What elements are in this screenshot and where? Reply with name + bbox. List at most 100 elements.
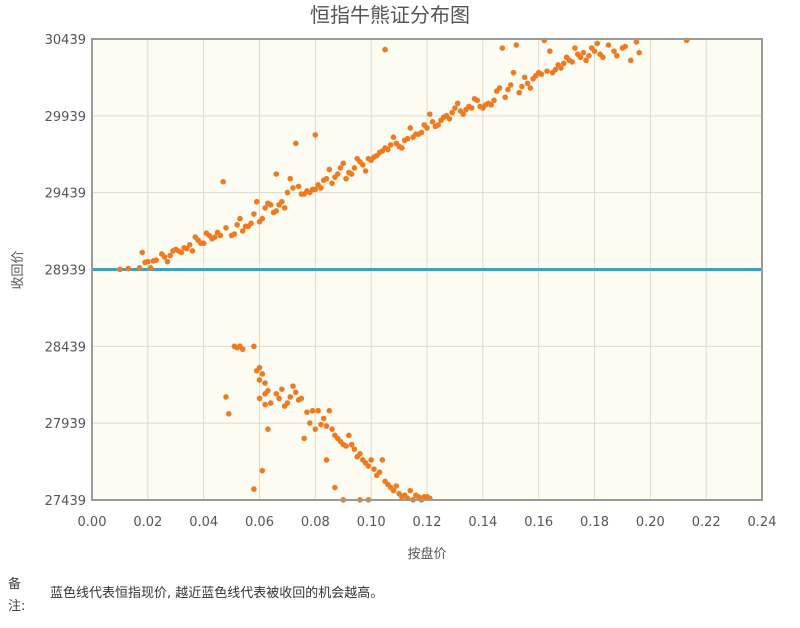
plot-border <box>91 38 763 501</box>
data-point <box>284 400 291 406</box>
data-point <box>279 198 285 205</box>
data-point <box>521 74 528 81</box>
data-point <box>337 165 344 171</box>
data-point <box>239 346 246 353</box>
data-point <box>315 407 321 414</box>
data-point <box>189 248 196 254</box>
data-point <box>281 205 288 211</box>
data-point <box>600 54 606 61</box>
data-point <box>248 220 254 227</box>
scatter-chart: 0.00 0.02 0.04 0.06 0.08 0.10 0.12 0.14 0.16 0.18… <box>11 3 776 562</box>
note-text: 蓝色线代表恒指现价, 越近蓝色线代表被收回的机会越高。 <box>50 586 384 601</box>
data-point <box>633 39 640 45</box>
data-point <box>513 42 520 48</box>
data-point <box>298 395 305 402</box>
data-point <box>273 391 280 397</box>
data-point <box>491 97 497 104</box>
data-point <box>343 443 349 449</box>
data-point <box>379 457 386 463</box>
data-point <box>167 252 173 259</box>
data-point <box>273 208 280 214</box>
data-point <box>161 254 168 260</box>
data-point <box>385 146 391 153</box>
data-point <box>368 457 374 463</box>
data-point <box>178 249 185 256</box>
data-point <box>259 467 266 474</box>
data-point <box>259 215 266 222</box>
data-point <box>164 258 171 265</box>
data-point <box>519 83 525 90</box>
y-tick-label: 28439 <box>45 340 86 355</box>
data-point <box>387 142 394 148</box>
data-point <box>577 54 584 61</box>
data-point <box>225 410 232 417</box>
x-tick-label: 0.00 <box>78 515 107 530</box>
data-point <box>407 487 414 494</box>
data-point <box>507 82 514 88</box>
data-point <box>231 231 238 237</box>
data-point <box>312 132 319 138</box>
data-point <box>262 380 268 386</box>
data-point <box>351 446 358 452</box>
data-point <box>348 441 355 448</box>
data-point <box>329 426 335 432</box>
data-point <box>622 43 629 50</box>
x-tick-label: 0.02 <box>133 515 162 530</box>
data-point <box>580 49 587 56</box>
data-point <box>279 386 285 393</box>
data-point <box>382 46 388 53</box>
data-point <box>184 245 190 252</box>
y-tick-label: 28939 <box>45 264 86 279</box>
data-point <box>323 423 330 429</box>
data-point <box>569 59 575 65</box>
data-point <box>304 409 310 416</box>
data-point <box>259 371 266 377</box>
data-point <box>496 85 503 91</box>
data-point <box>223 225 229 231</box>
data-point <box>435 122 441 128</box>
data-point <box>611 48 617 54</box>
data-point <box>212 234 218 240</box>
data-point <box>591 48 598 54</box>
data-point <box>404 135 411 142</box>
data-point <box>318 185 324 191</box>
data-point <box>586 52 592 59</box>
x-tick-label: 0.20 <box>636 515 665 530</box>
x-tick-label: 0.06 <box>245 515 274 530</box>
data-point <box>527 85 534 91</box>
data-point <box>234 221 240 228</box>
data-point <box>256 364 263 371</box>
data-point <box>351 165 358 171</box>
data-point <box>488 102 495 108</box>
data-point <box>552 66 559 73</box>
data-point <box>306 420 313 426</box>
x-tick-label: 0.14 <box>468 515 497 530</box>
data-point <box>365 463 372 469</box>
y-axis-label: 收回价 <box>11 250 26 289</box>
data-point <box>326 407 333 414</box>
data-point <box>318 421 324 428</box>
data-point <box>329 180 335 187</box>
x-tick-label: 0.16 <box>524 515 553 530</box>
data-point <box>583 57 589 64</box>
data-point <box>186 241 193 248</box>
data-point <box>399 145 405 151</box>
data-point <box>516 89 522 96</box>
data-point <box>292 140 299 147</box>
data-point <box>627 57 634 64</box>
data-point <box>253 198 260 205</box>
x-tick-label: 0.18 <box>580 515 609 530</box>
data-point <box>139 249 146 256</box>
data-point <box>295 183 302 190</box>
data-point <box>393 483 400 489</box>
data-point <box>276 395 282 402</box>
data-point <box>220 178 227 185</box>
data-point <box>284 189 291 196</box>
data-point <box>429 119 436 125</box>
data-point <box>390 487 397 494</box>
data-point <box>446 115 453 122</box>
data-point <box>251 486 257 492</box>
data-point <box>292 389 299 396</box>
data-point <box>390 134 397 140</box>
data-point <box>147 265 154 271</box>
